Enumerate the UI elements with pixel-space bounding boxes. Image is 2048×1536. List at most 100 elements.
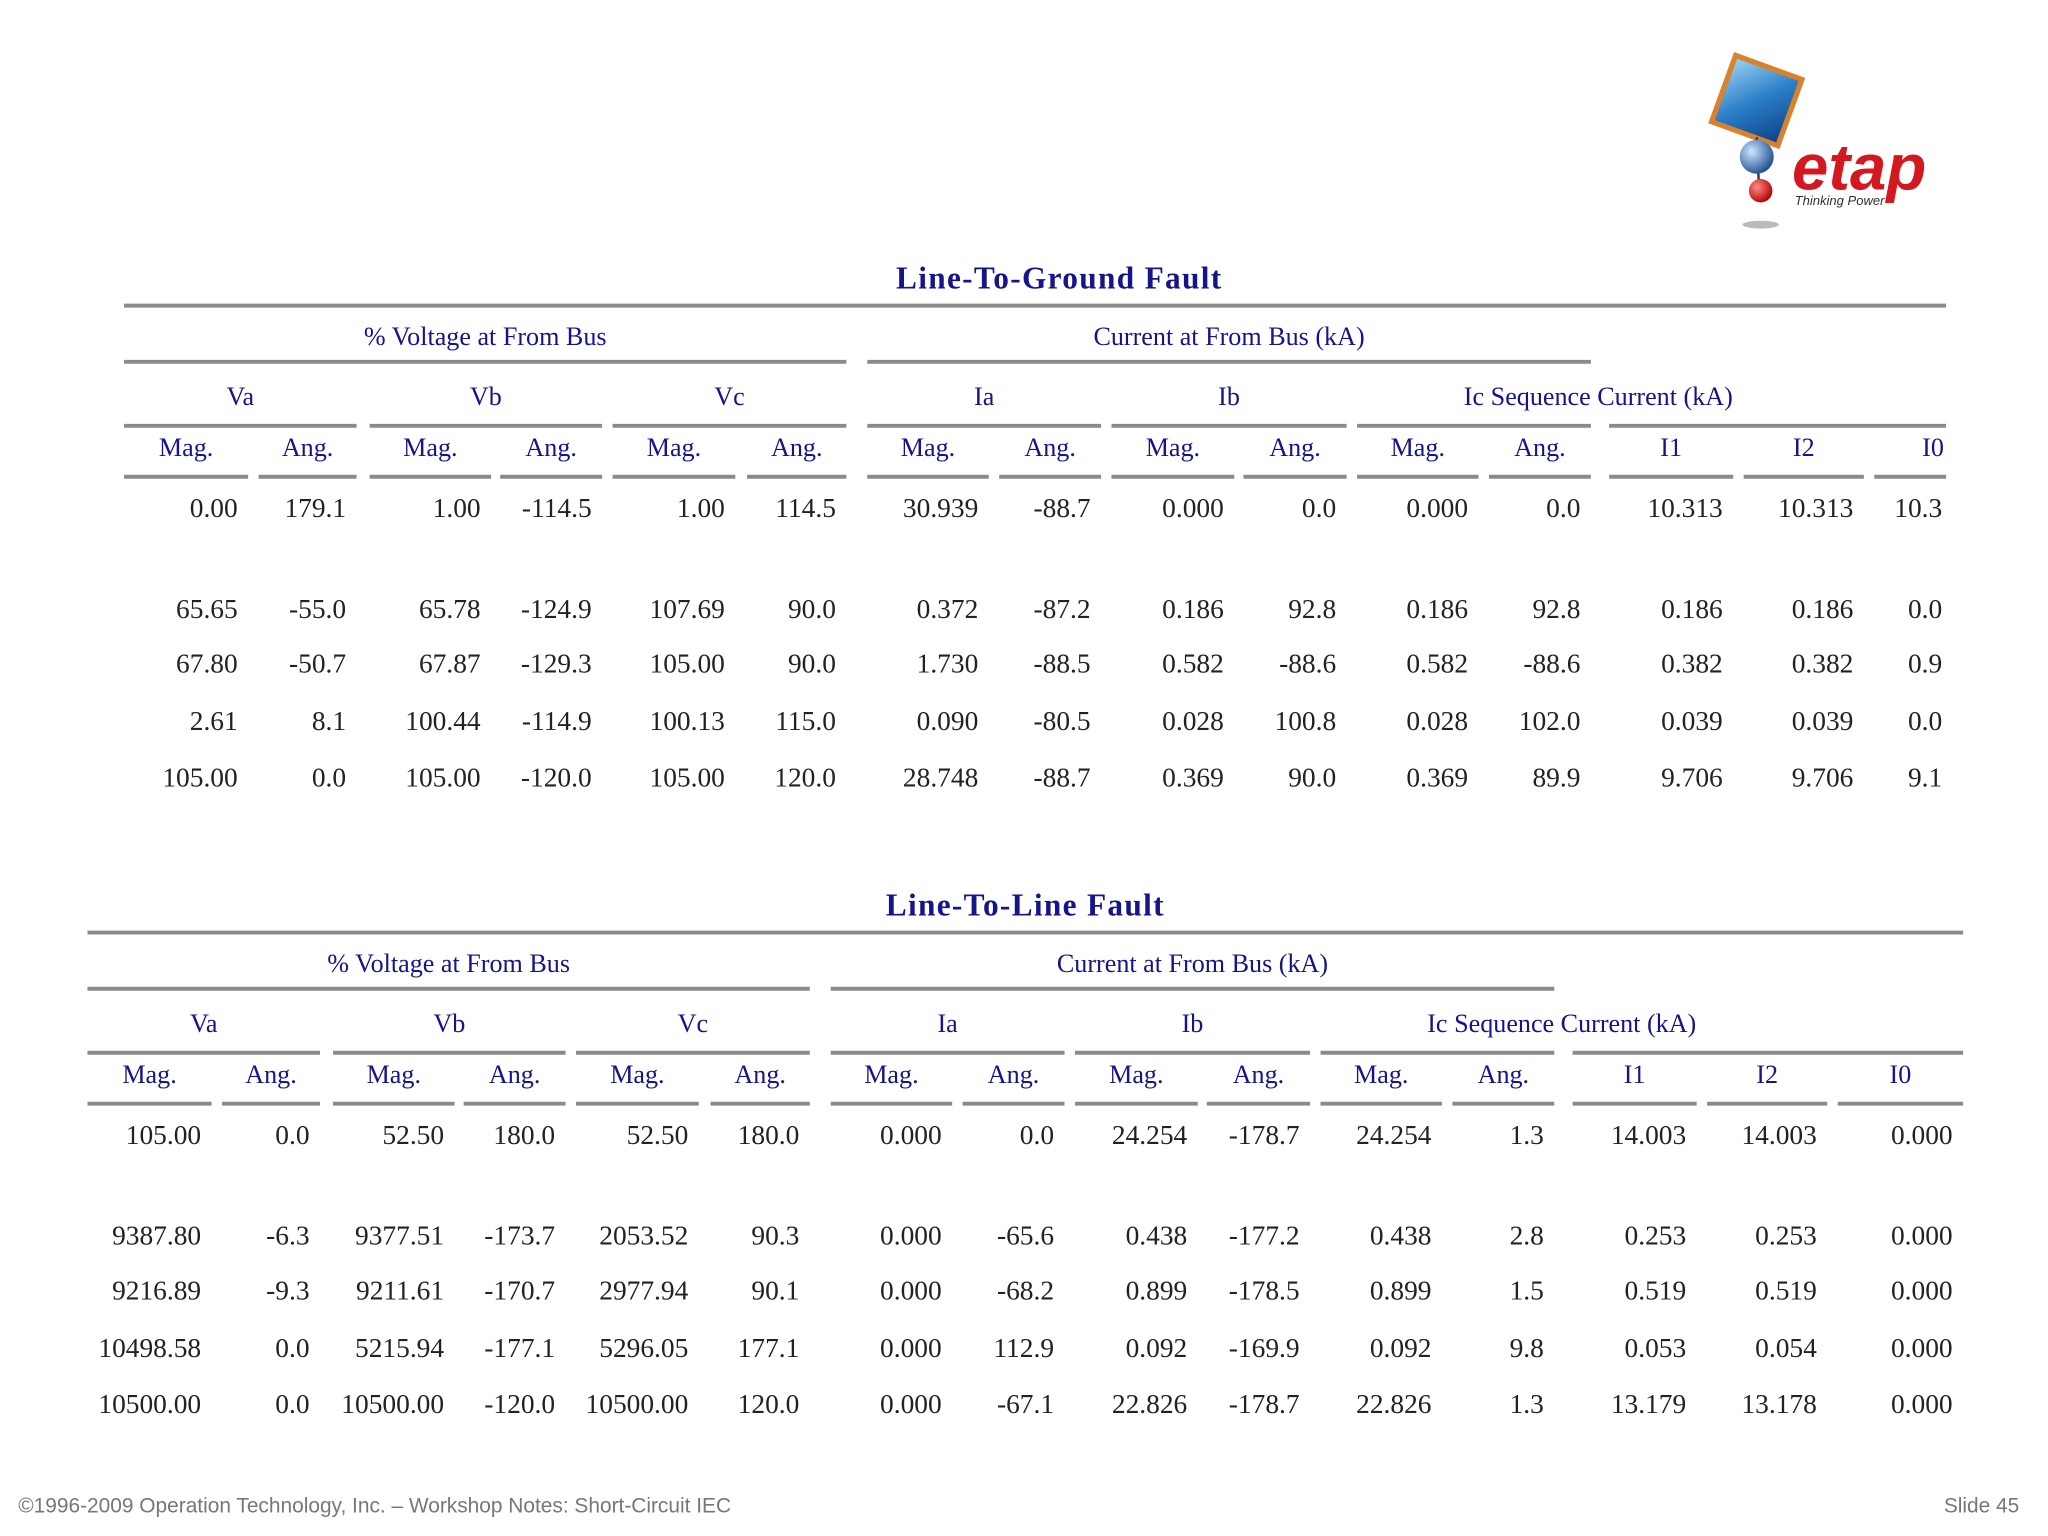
cell: 9.8 <box>1510 1333 1544 1363</box>
cell: 0.0 <box>312 762 346 792</box>
cell: 65.78 <box>419 594 481 624</box>
cell: 24.254 <box>1112 1120 1188 1150</box>
column-header: Mag. <box>647 433 701 462</box>
column-header: Mag. <box>367 1060 421 1089</box>
cell: 1.730 <box>917 649 979 679</box>
cell: 0.000 <box>1891 1276 1953 1306</box>
column-header: Ang. <box>1478 1060 1530 1089</box>
cell: 1.3 <box>1510 1120 1544 1150</box>
group-header: Current at From Bus (kA) <box>1093 322 1364 351</box>
cell: 180.0 <box>493 1120 555 1150</box>
cell: 0.899 <box>1370 1276 1432 1306</box>
column-header: I0 <box>1890 1060 1912 1089</box>
cell: 0.000 <box>880 1389 942 1419</box>
cell: 105.00 <box>126 1120 201 1150</box>
subgroup-header: Vb <box>470 382 502 411</box>
cell: 0.438 <box>1370 1221 1432 1251</box>
subgroup-header: Ic <box>1427 1009 1447 1038</box>
table: Line-To-Line Fault % Voltage at From Bus C… <box>87 888 1964 1419</box>
cell: 179.1 <box>284 493 346 523</box>
cell: -50.7 <box>289 649 346 679</box>
cell: 22.826 <box>1356 1389 1431 1419</box>
cell: 0.000 <box>1891 1221 1953 1251</box>
cell: -177.2 <box>1229 1221 1300 1251</box>
cell: -178.7 <box>1229 1120 1300 1150</box>
cell: 5296.05 <box>599 1333 688 1363</box>
column-header: Ang. <box>988 1060 1040 1089</box>
cell: 22.826 <box>1112 1389 1187 1419</box>
cell: -169.9 <box>1229 1333 1300 1363</box>
cell: -87.2 <box>1034 594 1091 624</box>
cell: 1.5 <box>1510 1276 1544 1306</box>
table: Line-To-Ground Fault % Voltage at From Bu… <box>124 261 1947 792</box>
cell: -114.9 <box>522 706 592 736</box>
cell: -55.0 <box>289 594 346 624</box>
column-header: Ang. <box>1024 433 1076 462</box>
subgroup-header: Ib <box>1218 382 1240 411</box>
column-header: Ang. <box>1514 433 1566 462</box>
cell: -170.7 <box>484 1276 555 1306</box>
column-header: Ang. <box>525 433 577 462</box>
cell: 28.748 <box>903 762 978 792</box>
cell: 9.1 <box>1908 762 1942 792</box>
cell: 115.0 <box>775 706 836 736</box>
cell: 9211.61 <box>356 1276 444 1306</box>
cell: 8.1 <box>312 706 346 736</box>
cell: 92.8 <box>1532 594 1580 624</box>
cell: -88.6 <box>1279 649 1336 679</box>
cell: -177.1 <box>484 1333 555 1363</box>
cell: -88.7 <box>1034 493 1091 523</box>
cell: 24.254 <box>1356 1120 1432 1150</box>
cell: 0.054 <box>1755 1333 1817 1363</box>
slide-number: Slide 45 <box>1944 1494 2019 1517</box>
cell: 10500.00 <box>98 1389 201 1419</box>
cell: 0.369 <box>1406 762 1468 792</box>
cell: 90.0 <box>788 594 836 624</box>
subgroup-header: Va <box>227 382 255 411</box>
cell: 0.0 <box>275 1120 309 1150</box>
cell: 0.000 <box>1891 1389 1953 1419</box>
cell: 1.3 <box>1510 1389 1544 1419</box>
cell: 9.706 <box>1792 762 1854 792</box>
cell: 0.000 <box>1406 493 1468 523</box>
column-header: Mag. <box>1109 1060 1163 1089</box>
column-header: Ang. <box>1233 1060 1285 1089</box>
cell: -88.5 <box>1034 649 1091 679</box>
cell: 9.706 <box>1661 762 1723 792</box>
cell: 0.186 <box>1792 594 1854 624</box>
cell: 112.9 <box>993 1333 1054 1363</box>
cell: 100.13 <box>650 706 725 736</box>
cell: 100.44 <box>405 706 481 736</box>
cell: 105.00 <box>405 762 480 792</box>
cell: 0.382 <box>1661 649 1723 679</box>
cell: 13.179 <box>1611 1389 1686 1419</box>
cell: 105.00 <box>162 762 237 792</box>
cell: 0.0 <box>1908 594 1942 624</box>
column-header: Mag. <box>610 1060 664 1089</box>
cell: 89.9 <box>1532 762 1580 792</box>
cell: 0.000 <box>880 1276 942 1306</box>
subgroup-header: Va <box>190 1009 218 1038</box>
column-header: Mag. <box>122 1060 176 1089</box>
cell: 0.053 <box>1625 1333 1687 1363</box>
cell: 0.372 <box>917 594 979 624</box>
subgroup-header: Sequence Current (kA) <box>1454 1009 1696 1038</box>
cell: 10500.00 <box>586 1389 689 1419</box>
cell: 0.000 <box>1162 493 1224 523</box>
cell: 52.50 <box>627 1120 689 1150</box>
cell: 10.313 <box>1778 493 1853 523</box>
cell: 30.939 <box>903 493 978 523</box>
column-header: Mag. <box>403 433 457 462</box>
group-header: Current at From Bus (kA) <box>1057 949 1328 978</box>
cell: 0.186 <box>1162 594 1224 624</box>
cell: 0.0 <box>275 1333 309 1363</box>
table-title: Line-To-Line Fault <box>886 888 1165 923</box>
subgroup-header: Ia <box>937 1009 958 1038</box>
column-header: I0 <box>1922 433 1944 462</box>
cell: -124.9 <box>521 594 592 624</box>
cell: -129.3 <box>521 649 592 679</box>
cell: 90.0 <box>1288 762 1336 792</box>
cell: 13.178 <box>1741 1389 1816 1419</box>
column-header: I1 <box>1660 433 1682 462</box>
cell: 0.582 <box>1162 649 1224 679</box>
